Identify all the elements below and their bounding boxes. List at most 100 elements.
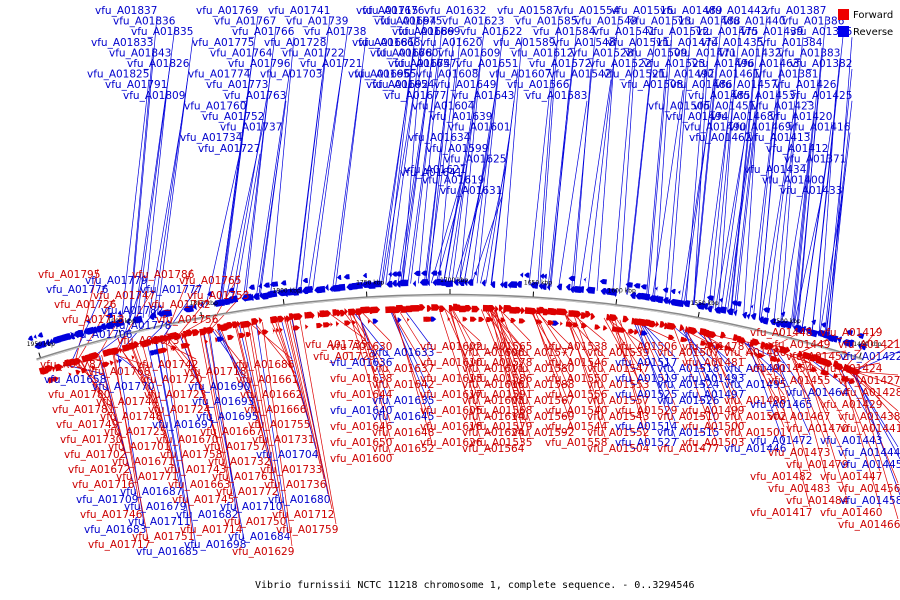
forward-gene-arrow — [91, 365, 96, 371]
connector-line — [537, 47, 556, 286]
gene-label: vfu_A01779 — [85, 275, 147, 287]
connector-line — [792, 111, 815, 327]
gene-label: vfu_A01721 — [300, 58, 362, 70]
forward-gene-arrow — [539, 319, 543, 325]
reverse-gene-arrow — [421, 270, 427, 276]
connector-line — [121, 349, 161, 412]
forward-gene-arrow — [810, 366, 818, 373]
forward-gene-arrow — [257, 330, 262, 336]
gene-label: vfu_A01711 — [128, 516, 190, 528]
reverse-gene-arrow — [467, 279, 474, 286]
gene-label: vfu_A01678 — [370, 47, 432, 59]
connector-line — [641, 322, 676, 358]
gene-label: vfu_A01468 — [711, 111, 773, 123]
connector-line — [652, 90, 684, 299]
connector-line — [797, 47, 823, 329]
forward-gene-arrow — [520, 307, 526, 314]
connector-line — [675, 327, 718, 364]
reverse-gene-arrow — [782, 320, 793, 329]
connector-line — [824, 68, 853, 336]
reverse-gene-arrow — [731, 300, 738, 306]
forward-gene-arrow — [849, 378, 856, 384]
gene-label: vfu_A01675 — [380, 16, 442, 28]
gene-label: vfu_A01758 — [160, 449, 222, 461]
gene-label: vfu_A01580 — [512, 363, 574, 375]
gene-label: vfu_A01454 — [750, 363, 813, 375]
gene-label: vfu_A01477 — [657, 443, 719, 455]
forward-gene-arrow — [285, 315, 291, 323]
gene-label: vfu_A01684 — [228, 531, 291, 543]
forward-gene-arrow — [251, 318, 259, 326]
gene-label: vfu_A01835 — [131, 26, 193, 38]
reverse-gene-arrow — [263, 282, 270, 288]
connector-line — [448, 308, 481, 406]
forward-gene-arrow — [680, 336, 687, 343]
connector-line — [490, 309, 531, 374]
connector-line — [539, 15, 560, 287]
gene-label: vfu_A01509 — [625, 47, 687, 59]
gene-label: vfu_A01485 — [688, 90, 750, 102]
forward-gene-arrow — [577, 310, 582, 318]
forward-gene-arrow — [397, 317, 402, 323]
reverse-gene-arrow — [242, 293, 253, 302]
gene-label: vfu_A01771 — [116, 471, 178, 483]
reverse-gene-arrow — [774, 320, 781, 328]
forward-gene-arrow — [822, 358, 833, 367]
connector-line — [854, 371, 900, 424]
gene-label: vfu_A01782 — [101, 305, 163, 317]
legend-forward-swatch — [838, 9, 849, 20]
gene-label: vfu_A01497 — [682, 389, 744, 401]
gene-label: vfu_A01541 — [593, 26, 655, 38]
connector-line — [747, 342, 785, 444]
gene-label: vfu_A01716 — [72, 479, 135, 491]
forward-gene-arrow — [584, 310, 592, 318]
reverse-gene-arrow — [858, 342, 863, 350]
connector-line — [490, 309, 523, 348]
forward-gene-arrow — [775, 345, 779, 353]
gene-label: vfu_A01421 — [838, 339, 900, 351]
reverse-gene-arrow — [662, 297, 669, 304]
connector-line — [735, 15, 768, 314]
gene-label: vfu_A01604 — [412, 100, 475, 112]
connector-line — [480, 164, 507, 284]
reverse-gene-arrow — [572, 286, 582, 294]
connector-line — [280, 319, 317, 450]
reverse-gene-arrow — [302, 278, 307, 284]
reverse-gene-arrow — [702, 302, 709, 310]
connector-line — [708, 334, 743, 422]
reverse-gene-arrow — [126, 318, 131, 326]
gene-label: vfu_A01577 — [512, 347, 574, 359]
forward-gene-arrow — [716, 343, 721, 349]
gene-label: vfu_A01426 — [774, 79, 837, 91]
forward-gene-arrow — [622, 315, 629, 323]
connector-line — [165, 339, 193, 532]
forward-gene-arrow — [536, 319, 541, 325]
reverse-gene-arrow — [655, 296, 664, 304]
axis-tick — [200, 311, 203, 318]
reverse-gene-arrow — [362, 272, 367, 279]
forward-gene-arrow — [340, 309, 346, 317]
connector-line — [451, 308, 481, 374]
reverse-gene-arrow — [252, 293, 260, 300]
connector-line — [827, 164, 847, 337]
gene-label: vfu_A01495 — [724, 379, 786, 391]
gene-label: vfu_A01770 — [92, 381, 154, 393]
gene-label: vfu_A01695 — [196, 411, 258, 423]
gene-label: vfu_A01743 — [164, 464, 226, 476]
connector-line — [410, 90, 435, 284]
gene-label: vfu_A01747 — [93, 290, 155, 302]
forward-gene-arrow — [411, 305, 422, 312]
connector-line — [471, 196, 503, 284]
forward-gene-arrow — [510, 317, 516, 323]
reverse-gene-arrow — [502, 281, 508, 289]
gene-label: vfu_A01515 — [657, 427, 719, 439]
gene-label: vfu_A01706 — [70, 329, 133, 341]
reverse-gene-arrow — [388, 271, 392, 277]
reverse-gene-arrow — [267, 290, 278, 298]
gene-label: vfu_A01606 — [462, 347, 525, 359]
connector-line — [819, 196, 843, 335]
gene-label: vfu_A01499 — [682, 405, 744, 417]
gene-label: vfu_A01734 — [180, 132, 243, 144]
reverse-gene-arrow — [272, 281, 279, 287]
connector-line — [489, 309, 531, 406]
